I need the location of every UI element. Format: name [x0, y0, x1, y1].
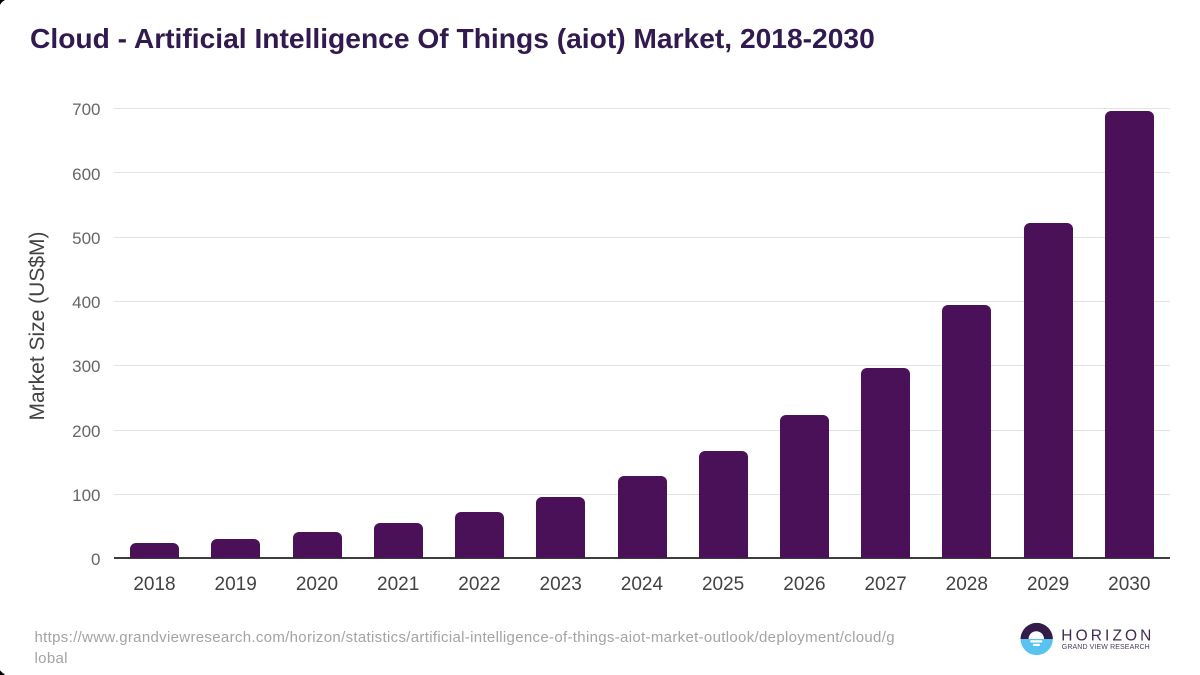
svg-text:GRAND VIEW RESEARCH: GRAND VIEW RESEARCH — [1062, 644, 1150, 651]
svg-text:HORIZON: HORIZON — [1061, 628, 1154, 645]
